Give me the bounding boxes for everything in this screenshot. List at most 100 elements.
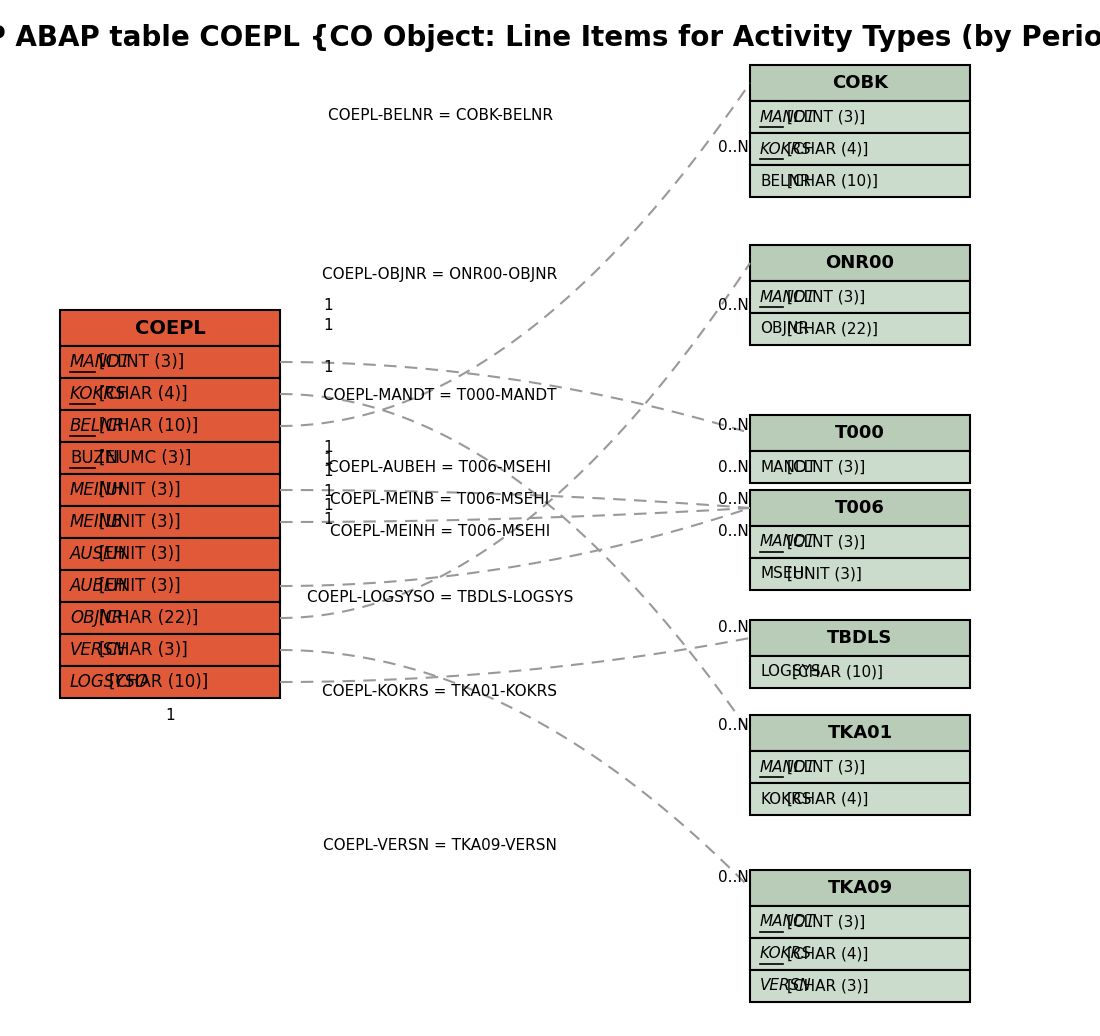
Bar <box>60 442 280 474</box>
Text: VERSN: VERSN <box>760 978 812 994</box>
Text: KOKRS: KOKRS <box>760 792 812 806</box>
Text: MANDT: MANDT <box>760 759 816 775</box>
Text: [UNIT (3)]: [UNIT (3)] <box>788 567 862 581</box>
Text: SAP ABAP table COEPL {CO Object: Line Items for Activity Types (by Period)}: SAP ABAP table COEPL {CO Object: Line It… <box>0 24 1100 52</box>
Bar <box>60 602 280 634</box>
Text: OBJNR: OBJNR <box>760 321 808 337</box>
Text: MEINH: MEINH <box>70 481 124 499</box>
Text: MANDT: MANDT <box>760 535 816 549</box>
Bar <box>60 570 280 602</box>
Text: [CLNT (3)]: [CLNT (3)] <box>788 289 866 305</box>
Text: [CLNT (3)]: [CLNT (3)] <box>788 460 866 474</box>
Bar <box>750 133 970 165</box>
Text: 1: 1 <box>323 498 332 514</box>
Text: [CLNT (3)]: [CLNT (3)] <box>99 353 185 371</box>
Bar <box>750 244 970 281</box>
Text: COBK: COBK <box>832 74 888 92</box>
Bar <box>750 715 970 751</box>
Text: COEPL: COEPL <box>134 318 206 338</box>
Bar <box>60 346 280 378</box>
Text: MANDT: MANDT <box>70 353 131 371</box>
Text: COEPL-MANDT = T000-MANDT: COEPL-MANDT = T000-MANDT <box>323 387 557 403</box>
Bar <box>750 783 970 815</box>
Text: 0..N: 0..N <box>718 460 749 474</box>
Text: [UNIT (3)]: [UNIT (3)] <box>99 513 180 531</box>
Text: MANDT: MANDT <box>760 289 816 305</box>
Bar <box>60 538 280 570</box>
Bar <box>750 751 970 783</box>
Bar <box>750 490 970 526</box>
Text: COEPL-VERSN = TKA09-VERSN: COEPL-VERSN = TKA09-VERSN <box>323 837 557 853</box>
Text: OBJNR: OBJNR <box>70 609 123 627</box>
Text: T006: T006 <box>835 499 884 517</box>
Text: BELNR: BELNR <box>70 418 125 435</box>
Text: COEPL-KOKRS = TKA01-KOKRS: COEPL-KOKRS = TKA01-KOKRS <box>322 685 558 699</box>
Bar <box>60 410 280 442</box>
Bar <box>750 870 970 906</box>
Text: 0..N: 0..N <box>718 523 749 539</box>
Text: AUBEH: AUBEH <box>70 577 128 595</box>
Bar <box>60 378 280 410</box>
Text: 1: 1 <box>323 440 332 456</box>
Text: LOGSYSO: LOGSYSO <box>70 673 148 691</box>
Text: VERSN: VERSN <box>70 641 126 659</box>
Text: COEPL-LOGSYSO = TBDLS-LOGSYS: COEPL-LOGSYSO = TBDLS-LOGSYS <box>307 589 573 604</box>
Text: [CHAR (3)]: [CHAR (3)] <box>99 641 188 659</box>
Bar <box>750 65 970 100</box>
Text: T000: T000 <box>835 424 884 442</box>
Text: KOKRS: KOKRS <box>760 142 812 156</box>
Bar <box>750 526 970 558</box>
Text: [CHAR (22)]: [CHAR (22)] <box>788 321 878 337</box>
Text: 0..N: 0..N <box>718 621 749 635</box>
Text: COEPL-MEINH = T006-MSEHI: COEPL-MEINH = T006-MSEHI <box>330 523 550 539</box>
Text: TBDLS: TBDLS <box>827 629 893 648</box>
Text: 0..N: 0..N <box>718 491 749 507</box>
Text: ONR00: ONR00 <box>825 254 894 272</box>
Text: TKA09: TKA09 <box>827 879 892 897</box>
Text: [CLNT (3)]: [CLNT (3)] <box>788 915 866 929</box>
Text: 1: 1 <box>165 709 175 723</box>
Text: [CHAR (10)]: [CHAR (10)] <box>792 664 883 680</box>
Text: [CHAR (10)]: [CHAR (10)] <box>109 673 209 691</box>
Text: LOGSYS: LOGSYS <box>760 664 821 680</box>
Bar <box>750 620 970 656</box>
Bar <box>750 970 970 1002</box>
Bar <box>750 165 970 197</box>
Text: 0..N: 0..N <box>718 718 749 732</box>
Text: [CHAR (10)]: [CHAR (10)] <box>788 173 878 189</box>
Text: 1: 1 <box>323 361 332 375</box>
Text: 0..N: 0..N <box>718 870 749 886</box>
Text: [UNIT (3)]: [UNIT (3)] <box>99 481 180 499</box>
Text: MSEHI: MSEHI <box>760 567 808 581</box>
Bar <box>750 938 970 970</box>
Text: MANDT: MANDT <box>760 460 816 474</box>
Text: 1: 1 <box>323 485 332 499</box>
Bar <box>750 281 970 313</box>
Text: [NUMC (3)]: [NUMC (3)] <box>99 449 191 467</box>
Text: KOKRS: KOKRS <box>70 385 126 403</box>
Text: 1: 1 <box>323 453 332 467</box>
Bar <box>60 506 280 538</box>
Bar <box>750 656 970 688</box>
Text: [CLNT (3)]: [CLNT (3)] <box>788 110 866 124</box>
Text: [CHAR (4)]: [CHAR (4)] <box>788 142 869 156</box>
Text: [CLNT (3)]: [CLNT (3)] <box>788 759 866 775</box>
Text: [CHAR (4)]: [CHAR (4)] <box>788 947 869 961</box>
Text: AUSEH: AUSEH <box>70 545 126 563</box>
Text: 1: 1 <box>323 464 332 480</box>
Text: BELNR: BELNR <box>760 173 811 189</box>
Text: COEPL-OBJNR = ONR00-OBJNR: COEPL-OBJNR = ONR00-OBJNR <box>322 267 558 283</box>
Text: 1: 1 <box>323 513 332 527</box>
Text: [CLNT (3)]: [CLNT (3)] <box>788 535 866 549</box>
Text: COEPL-BELNR = COBK-BELNR: COEPL-BELNR = COBK-BELNR <box>328 108 552 122</box>
Bar <box>60 474 280 506</box>
Text: [CHAR (4)]: [CHAR (4)] <box>788 792 869 806</box>
Text: COEPL-AUBEH = T006-MSEHI: COEPL-AUBEH = T006-MSEHI <box>329 460 551 474</box>
Bar <box>60 666 280 698</box>
Bar <box>750 906 970 938</box>
Text: 1: 1 <box>323 317 332 333</box>
Text: 0..N: 0..N <box>718 141 749 155</box>
Text: TKA01: TKA01 <box>827 724 892 742</box>
Text: MANDT: MANDT <box>760 110 816 124</box>
Text: [UNIT (3)]: [UNIT (3)] <box>99 545 180 563</box>
